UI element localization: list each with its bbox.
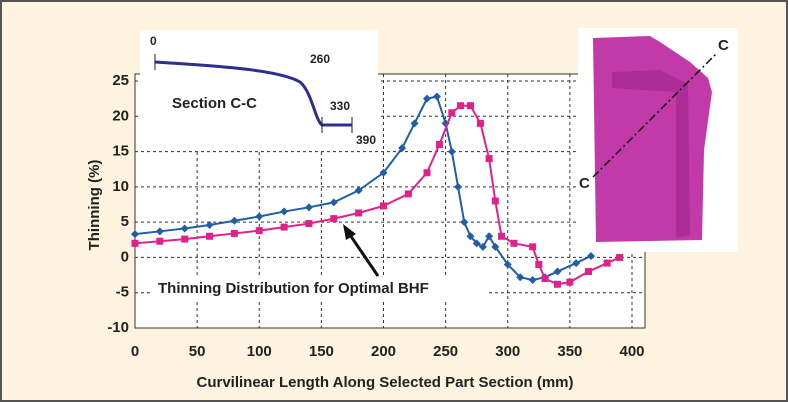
x-tick-label: 0 xyxy=(131,343,139,360)
marker xyxy=(542,275,549,282)
y-tick-label: -5 xyxy=(116,284,129,301)
marker xyxy=(535,261,542,268)
section-label: C xyxy=(718,37,729,54)
y-tick-label: 0 xyxy=(121,248,129,265)
marker xyxy=(486,155,493,162)
annotation-text: Thinning Distribution for Optimal BHF xyxy=(158,280,429,297)
marker xyxy=(132,240,139,247)
inset-label: 0 xyxy=(150,34,157,48)
marker xyxy=(457,102,464,109)
marker xyxy=(498,233,505,240)
marker xyxy=(156,238,163,245)
marker xyxy=(529,243,536,250)
marker xyxy=(231,230,238,237)
marker xyxy=(585,268,592,275)
marker xyxy=(206,233,213,240)
x-axis-label: Curvilinear Length Along Selected Part S… xyxy=(196,374,573,391)
inset-label: 390 xyxy=(356,133,376,147)
marker xyxy=(477,120,484,127)
marker xyxy=(330,215,337,222)
marker xyxy=(181,236,188,243)
marker xyxy=(604,260,611,267)
y-tick-label: 15 xyxy=(112,143,129,160)
marker xyxy=(616,254,623,261)
y-axis-label: Thinning (%) xyxy=(86,160,103,251)
marker xyxy=(281,224,288,231)
y-tick-label: 10 xyxy=(112,178,129,195)
x-tick-label: 150 xyxy=(309,343,334,360)
inset-box xyxy=(140,30,378,150)
x-tick-label: 350 xyxy=(557,343,582,360)
y-tick-label: 25 xyxy=(112,72,129,89)
y-tick-label: 5 xyxy=(121,213,129,230)
marker xyxy=(256,227,263,234)
inset-label: 330 xyxy=(330,99,350,113)
part-shape xyxy=(593,36,712,242)
marker xyxy=(467,102,474,109)
x-tick-label: 300 xyxy=(495,343,520,360)
x-tick-label: 200 xyxy=(371,343,396,360)
chart: -10-50510152025050100150200250300350400 … xyxy=(0,0,788,402)
marker xyxy=(492,197,499,204)
marker xyxy=(448,109,455,116)
part-image: C C xyxy=(578,28,738,252)
marker xyxy=(355,209,362,216)
section-label: C xyxy=(579,175,590,192)
marker xyxy=(405,190,412,197)
inset-label: 260 xyxy=(310,52,330,66)
x-tick-label: 100 xyxy=(247,343,272,360)
marker xyxy=(554,281,561,288)
x-tick-label: 400 xyxy=(619,343,644,360)
marker xyxy=(510,240,517,247)
x-tick-label: 250 xyxy=(433,343,458,360)
inset: 0 260 330 390 Section C-C xyxy=(140,30,378,150)
marker xyxy=(423,169,430,176)
inset-title: Section C-C xyxy=(172,95,257,112)
marker xyxy=(436,141,443,148)
marker xyxy=(380,202,387,209)
marker xyxy=(305,220,312,227)
y-tick-label: 20 xyxy=(112,107,129,124)
y-tick-label: -10 xyxy=(107,319,129,336)
x-tick-label: 50 xyxy=(189,343,206,360)
marker xyxy=(566,279,573,286)
